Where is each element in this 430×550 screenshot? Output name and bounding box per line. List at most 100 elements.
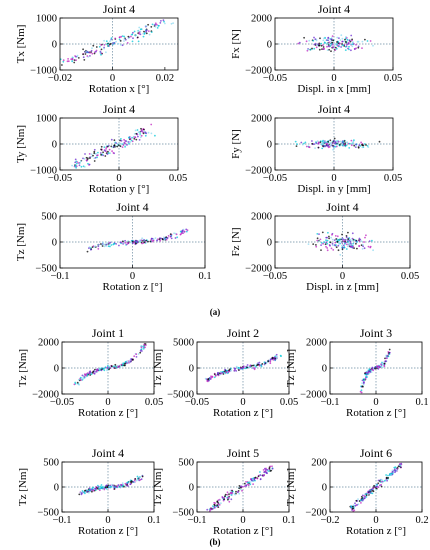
data-point (106, 242, 109, 245)
data-point (387, 355, 390, 358)
data-point (295, 145, 298, 148)
data-point (122, 144, 125, 147)
data-point (339, 254, 342, 256)
data-point (105, 487, 108, 490)
data-point (351, 507, 354, 510)
data-point (99, 50, 102, 53)
data-point (345, 235, 348, 237)
data-point (372, 249, 374, 252)
data-point (139, 349, 142, 352)
data-point (160, 20, 162, 22)
data-point (143, 130, 146, 133)
data-point (327, 45, 330, 48)
data-point (357, 503, 360, 506)
x-tick-label: 0.05 (384, 173, 402, 184)
data-point (139, 476, 141, 478)
data-point (228, 500, 231, 503)
x-tick-label: 0.05 (384, 73, 402, 84)
data-point (213, 506, 216, 509)
data-point (169, 233, 172, 236)
data-point (235, 370, 238, 372)
data-point (341, 244, 343, 247)
y-tick-label: 0 (54, 483, 59, 494)
data-point (332, 142, 334, 144)
data-point (127, 142, 130, 145)
data-point (100, 53, 102, 56)
data-point (159, 22, 162, 24)
data-point (316, 140, 319, 143)
data-point (338, 242, 341, 245)
y-tick-label: 0 (189, 483, 194, 494)
x-tick-label: −0.05 (263, 73, 287, 84)
data-point (233, 367, 236, 370)
data-point (351, 142, 354, 144)
data-point (296, 143, 298, 146)
data-point (330, 236, 332, 239)
data-point (83, 157, 86, 160)
data-point (135, 242, 138, 245)
data-point (326, 143, 329, 145)
data-point (363, 143, 366, 145)
scatter-points (73, 343, 147, 386)
data-point (333, 239, 336, 242)
data-point (96, 156, 98, 159)
data-point (372, 367, 375, 370)
data-point (152, 238, 155, 241)
data-point (107, 150, 109, 153)
data-point (90, 248, 92, 251)
data-point (318, 44, 320, 47)
data-point (127, 485, 129, 487)
panel-title: Joint 4 (103, 2, 135, 16)
data-point (217, 502, 220, 504)
data-point (374, 367, 376, 370)
data-point (224, 371, 227, 374)
data-point (73, 61, 76, 64)
chart-panel: Joint 4 −0.05 0 0.05 −2000 0 2000 Displ. in z [… (230, 200, 419, 293)
y-tick-label: −500 (37, 508, 59, 519)
data-point (131, 359, 134, 361)
data-point (336, 235, 339, 238)
y-tick-label: 2000 (306, 338, 327, 349)
data-point (235, 490, 237, 493)
data-point (86, 372, 89, 374)
data-point (351, 239, 354, 242)
data-point (269, 470, 272, 472)
data-point (216, 504, 219, 506)
data-point (140, 346, 143, 349)
data-point (377, 482, 380, 485)
data-point (246, 364, 249, 366)
data-point (335, 244, 337, 246)
data-point (88, 487, 91, 490)
data-point (96, 368, 99, 371)
data-point (271, 356, 274, 359)
chart-panel: Joint 4 −0.05 0 0.05 −2000 0 2000 Displ. in x [… (230, 2, 402, 95)
data-point (317, 141, 320, 144)
data-point (333, 137, 336, 140)
panel-title: Joint 1 (92, 326, 124, 340)
data-point (326, 236, 328, 239)
data-point (341, 241, 344, 244)
data-point (71, 56, 74, 59)
x-tick-label: −0.05 (50, 397, 74, 408)
data-point (143, 128, 145, 131)
data-point (122, 240, 124, 243)
data-point (318, 42, 321, 45)
data-point (349, 239, 352, 241)
data-point (360, 499, 362, 502)
data-point (124, 38, 127, 41)
data-point (311, 140, 313, 142)
panel-title: Joint 4 (92, 446, 124, 460)
data-point (86, 250, 89, 253)
data-point (315, 245, 318, 248)
data-point (322, 39, 325, 42)
data-point (240, 367, 243, 369)
data-point (396, 468, 399, 470)
data-point (233, 492, 236, 495)
data-point (341, 248, 344, 251)
data-point (119, 40, 122, 42)
data-point (345, 36, 347, 38)
data-point (209, 508, 212, 511)
data-point (73, 383, 76, 386)
data-point (118, 144, 120, 147)
y-tick-label: 1000 (36, 114, 57, 125)
